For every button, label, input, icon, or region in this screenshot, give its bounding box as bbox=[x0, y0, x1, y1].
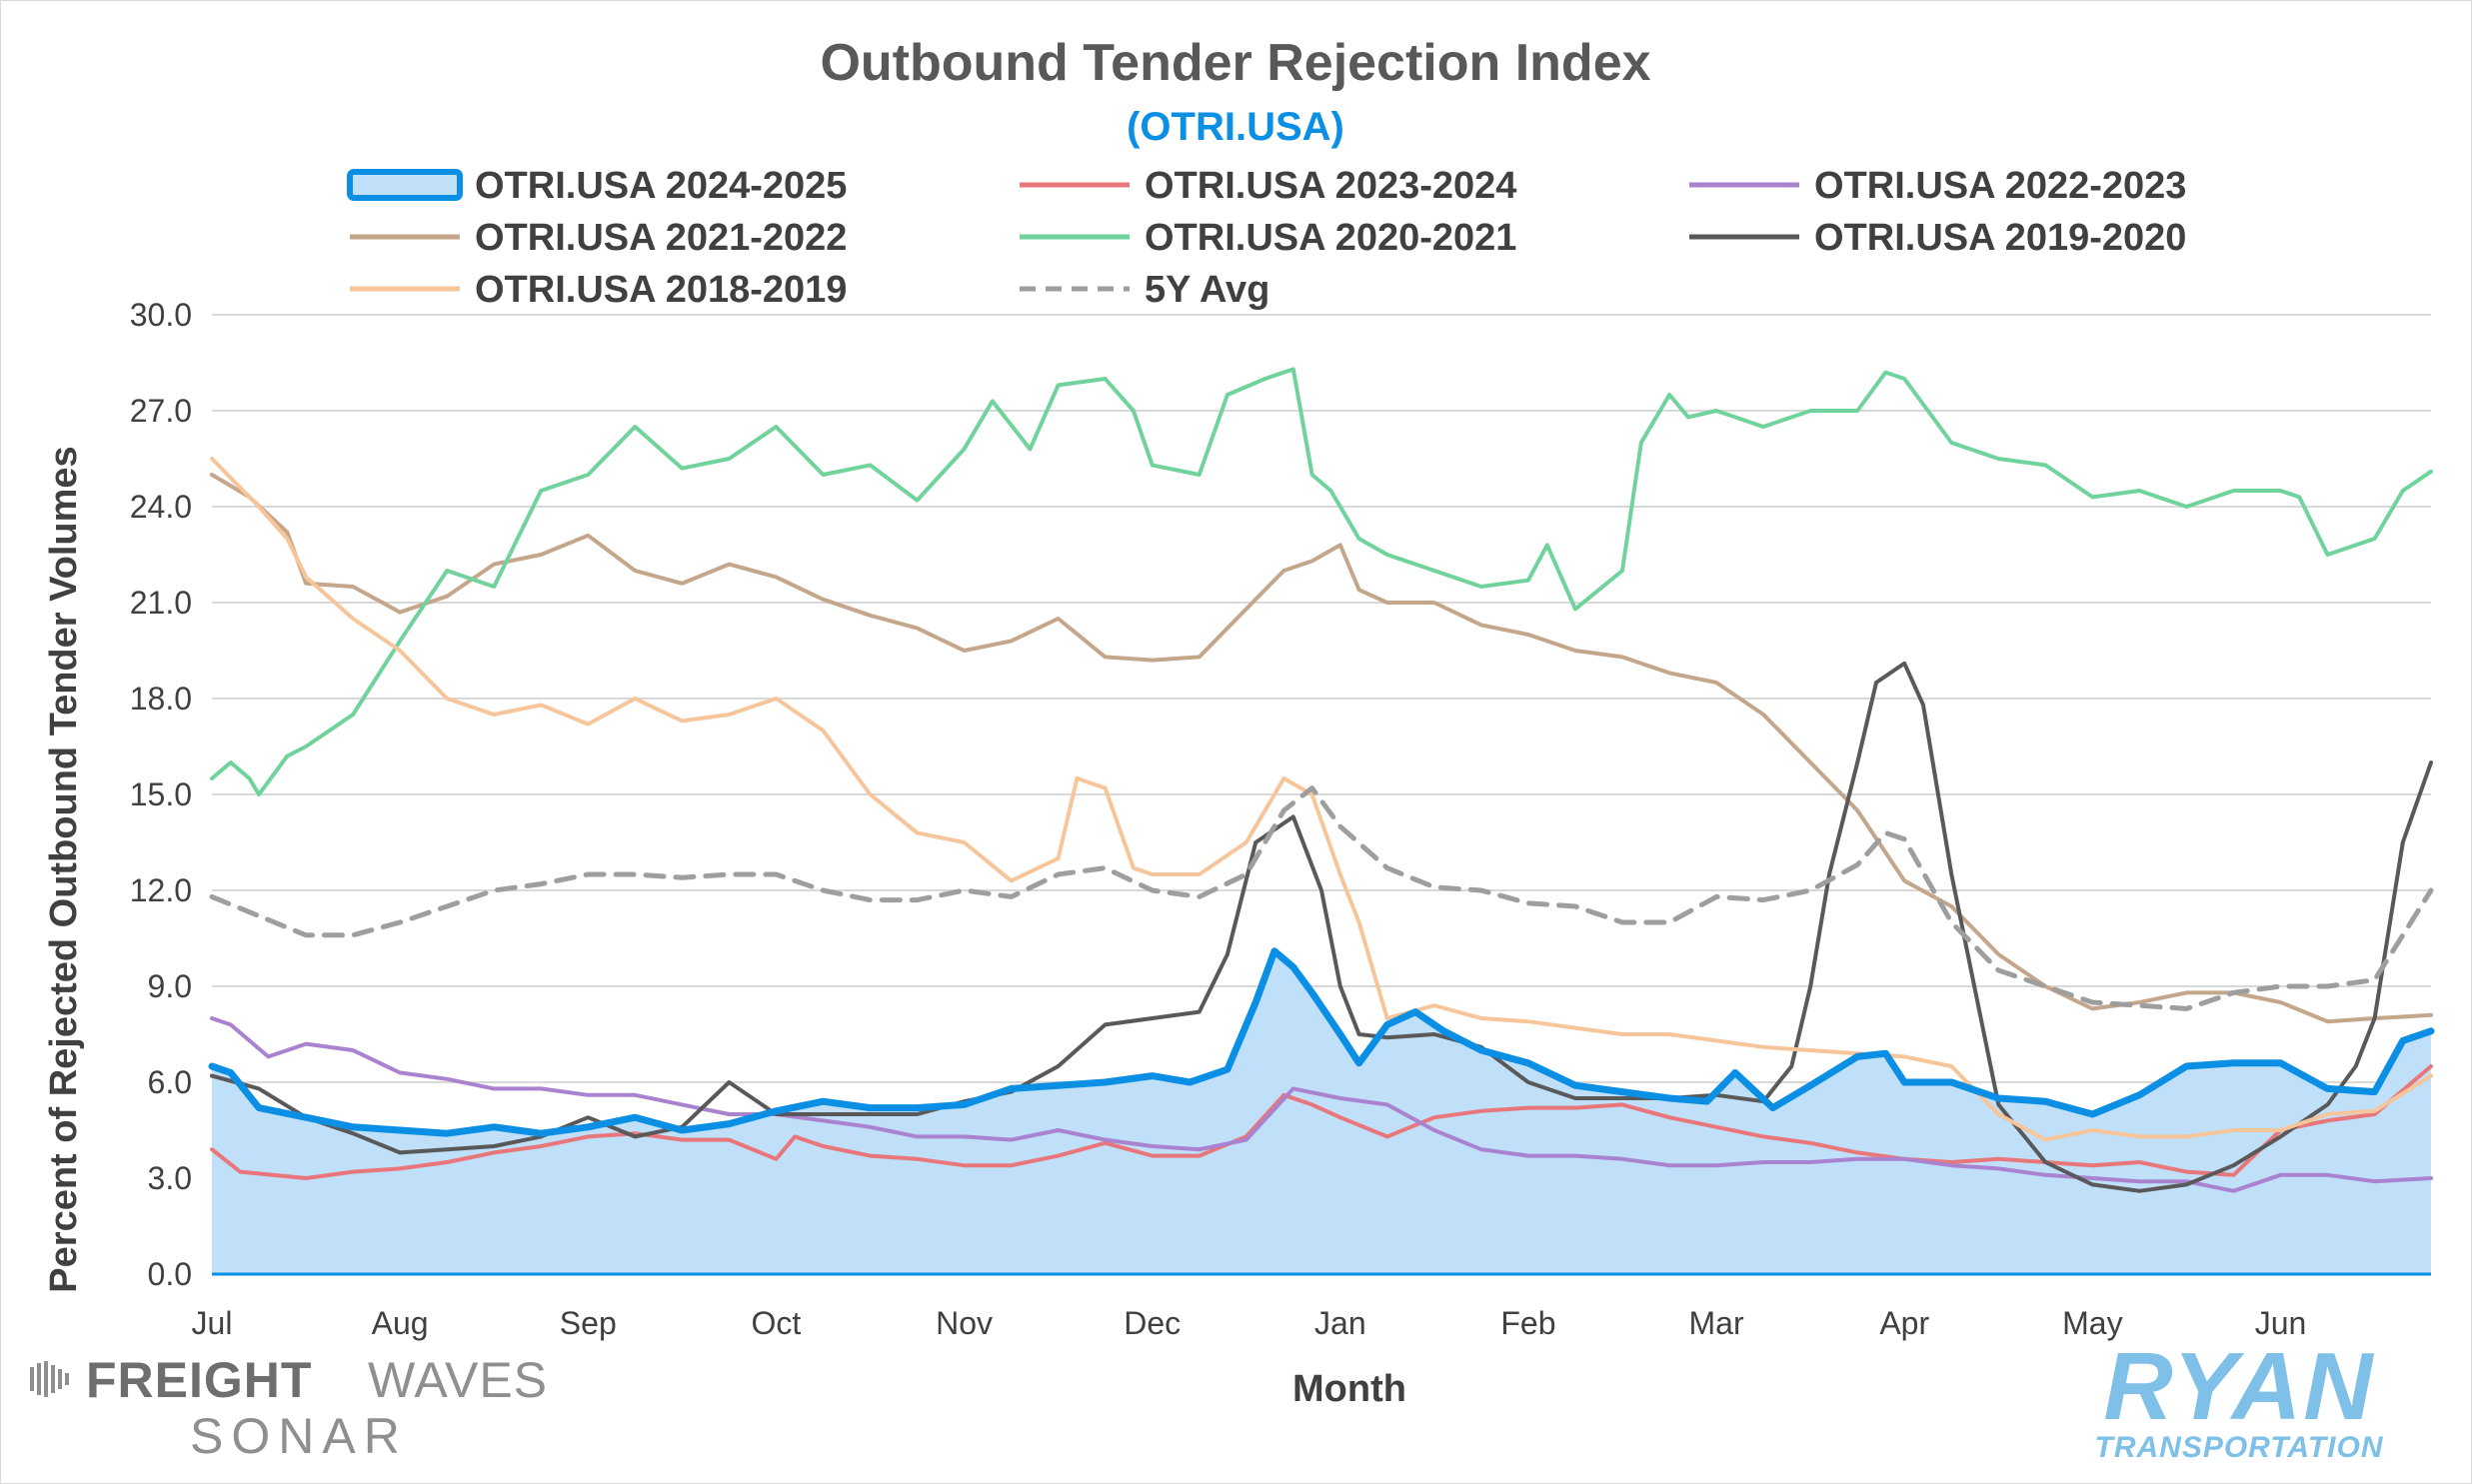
x-tick-label: Nov bbox=[936, 1305, 993, 1341]
series-line bbox=[210, 661, 2433, 1193]
chart-title: Outbound Tender Rejection Index bbox=[820, 34, 1650, 92]
chart-subtitle: (OTRI.USA) bbox=[1127, 105, 1344, 149]
y-tick-label: 24.0 bbox=[130, 489, 192, 525]
legend: OTRI.USA 2024-2025 OTRI.USA 2023-2024 OTRI… bbox=[347, 165, 2186, 311]
x-tick-label: Oct bbox=[752, 1305, 802, 1341]
x-tick-label: Dec bbox=[1124, 1305, 1181, 1341]
legend-item: OTRI.USA 2018-2019 bbox=[350, 269, 847, 311]
series-line bbox=[210, 1064, 2433, 1180]
legend-item: OTRI.USA 2020-2021 bbox=[1020, 217, 1516, 259]
ryan-transportation-logo: RYAN TRANSPORTATION bbox=[2079, 1333, 2399, 1465]
freightwaves-wordmark-bold: FREIGHT bbox=[86, 1352, 313, 1408]
series-line bbox=[208, 947, 2435, 1137]
legend-label: OTRI.USA 2020-2021 bbox=[1145, 217, 1516, 259]
x-tick-label: Apr bbox=[1879, 1305, 1929, 1341]
x-tick-label: Aug bbox=[372, 1305, 429, 1341]
x-axis-ticks: Jul Aug Sep Oct Nov Dec Jan Feb Mar Apr May Jun bbox=[192, 1305, 2307, 1341]
y-tick-label: 0.0 bbox=[148, 1256, 192, 1292]
y-tick-label: 30.0 bbox=[130, 297, 192, 333]
y-tick-label: 12.0 bbox=[130, 872, 192, 908]
freightwaves-sonar-logo: FREIGHT WAVES SONAR bbox=[30, 1351, 650, 1471]
y-axis-ticks: 0.0 3.0 6.0 9.0 12.0 15.0 18.0 21.0 24.0 27.0 30.0 bbox=[130, 297, 192, 1292]
legend-label: OTRI.USA 2019-2020 bbox=[1814, 217, 2186, 259]
x-tick-label: Jul bbox=[192, 1305, 233, 1341]
series-line bbox=[210, 367, 2433, 796]
y-tick-label: 15.0 bbox=[130, 776, 192, 812]
y-tick-label: 21.0 bbox=[130, 585, 192, 621]
series-line bbox=[210, 457, 2433, 1142]
x-tick-label: Feb bbox=[1500, 1305, 1555, 1341]
x-axis-title: Month bbox=[1292, 1368, 1406, 1410]
freightwaves-mark-icon bbox=[30, 1361, 69, 1397]
y-tick-label: 6.0 bbox=[148, 1064, 192, 1100]
ryan-subtitle: TRANSPORTATION bbox=[2094, 1431, 2384, 1464]
x-tick-label: Jun bbox=[2255, 1305, 2307, 1341]
legend-swatch bbox=[347, 169, 463, 201]
legend-label: OTRI.USA 2022-2023 bbox=[1814, 165, 2186, 207]
legend-label: OTRI.USA 2024-2025 bbox=[475, 165, 847, 207]
legend-item: 5Y Avg bbox=[1020, 269, 1269, 311]
legend-label: OTRI.USA 2023-2024 bbox=[1145, 165, 1516, 207]
y-tick-label: 18.0 bbox=[130, 681, 192, 717]
x-tick-label: Sep bbox=[560, 1305, 617, 1341]
series-line bbox=[210, 473, 2433, 1024]
series-layer bbox=[208, 367, 2435, 1276]
freightwaves-wordmark-light: WAVES bbox=[368, 1352, 549, 1408]
series-area-fill bbox=[212, 950, 2431, 1274]
legend-item: OTRI.USA 2022-2023 bbox=[1689, 165, 2186, 207]
x-tick-label: Mar bbox=[1689, 1305, 1744, 1341]
y-axis-title: Percent of Rejected Outbound Tender Volu… bbox=[43, 446, 85, 1292]
legend-item: OTRI.USA 2021-2022 bbox=[350, 217, 847, 259]
legend-item: OTRI.USA 2019-2020 bbox=[1689, 217, 2186, 259]
y-tick-label: 27.0 bbox=[130, 393, 192, 429]
legend-item: OTRI.USA 2023-2024 bbox=[1020, 165, 1516, 207]
series-line bbox=[210, 1016, 2433, 1193]
y-tick-label: 9.0 bbox=[148, 968, 192, 1004]
ryan-wordmark: RYAN bbox=[2103, 1333, 2375, 1440]
x-tick-label: May bbox=[2062, 1305, 2122, 1341]
y-tick-label: 3.0 bbox=[148, 1160, 192, 1196]
sonar-wordmark: SONAR bbox=[190, 1408, 408, 1464]
x-tick-label: Jan bbox=[1314, 1305, 1366, 1341]
series-line bbox=[209, 785, 2434, 1011]
legend-label: OTRI.USA 2018-2019 bbox=[475, 269, 847, 311]
legend-item: OTRI.USA 2024-2025 bbox=[347, 165, 847, 207]
legend-label: 5Y Avg bbox=[1145, 269, 1269, 311]
legend-label: OTRI.USA 2021-2022 bbox=[475, 217, 847, 259]
